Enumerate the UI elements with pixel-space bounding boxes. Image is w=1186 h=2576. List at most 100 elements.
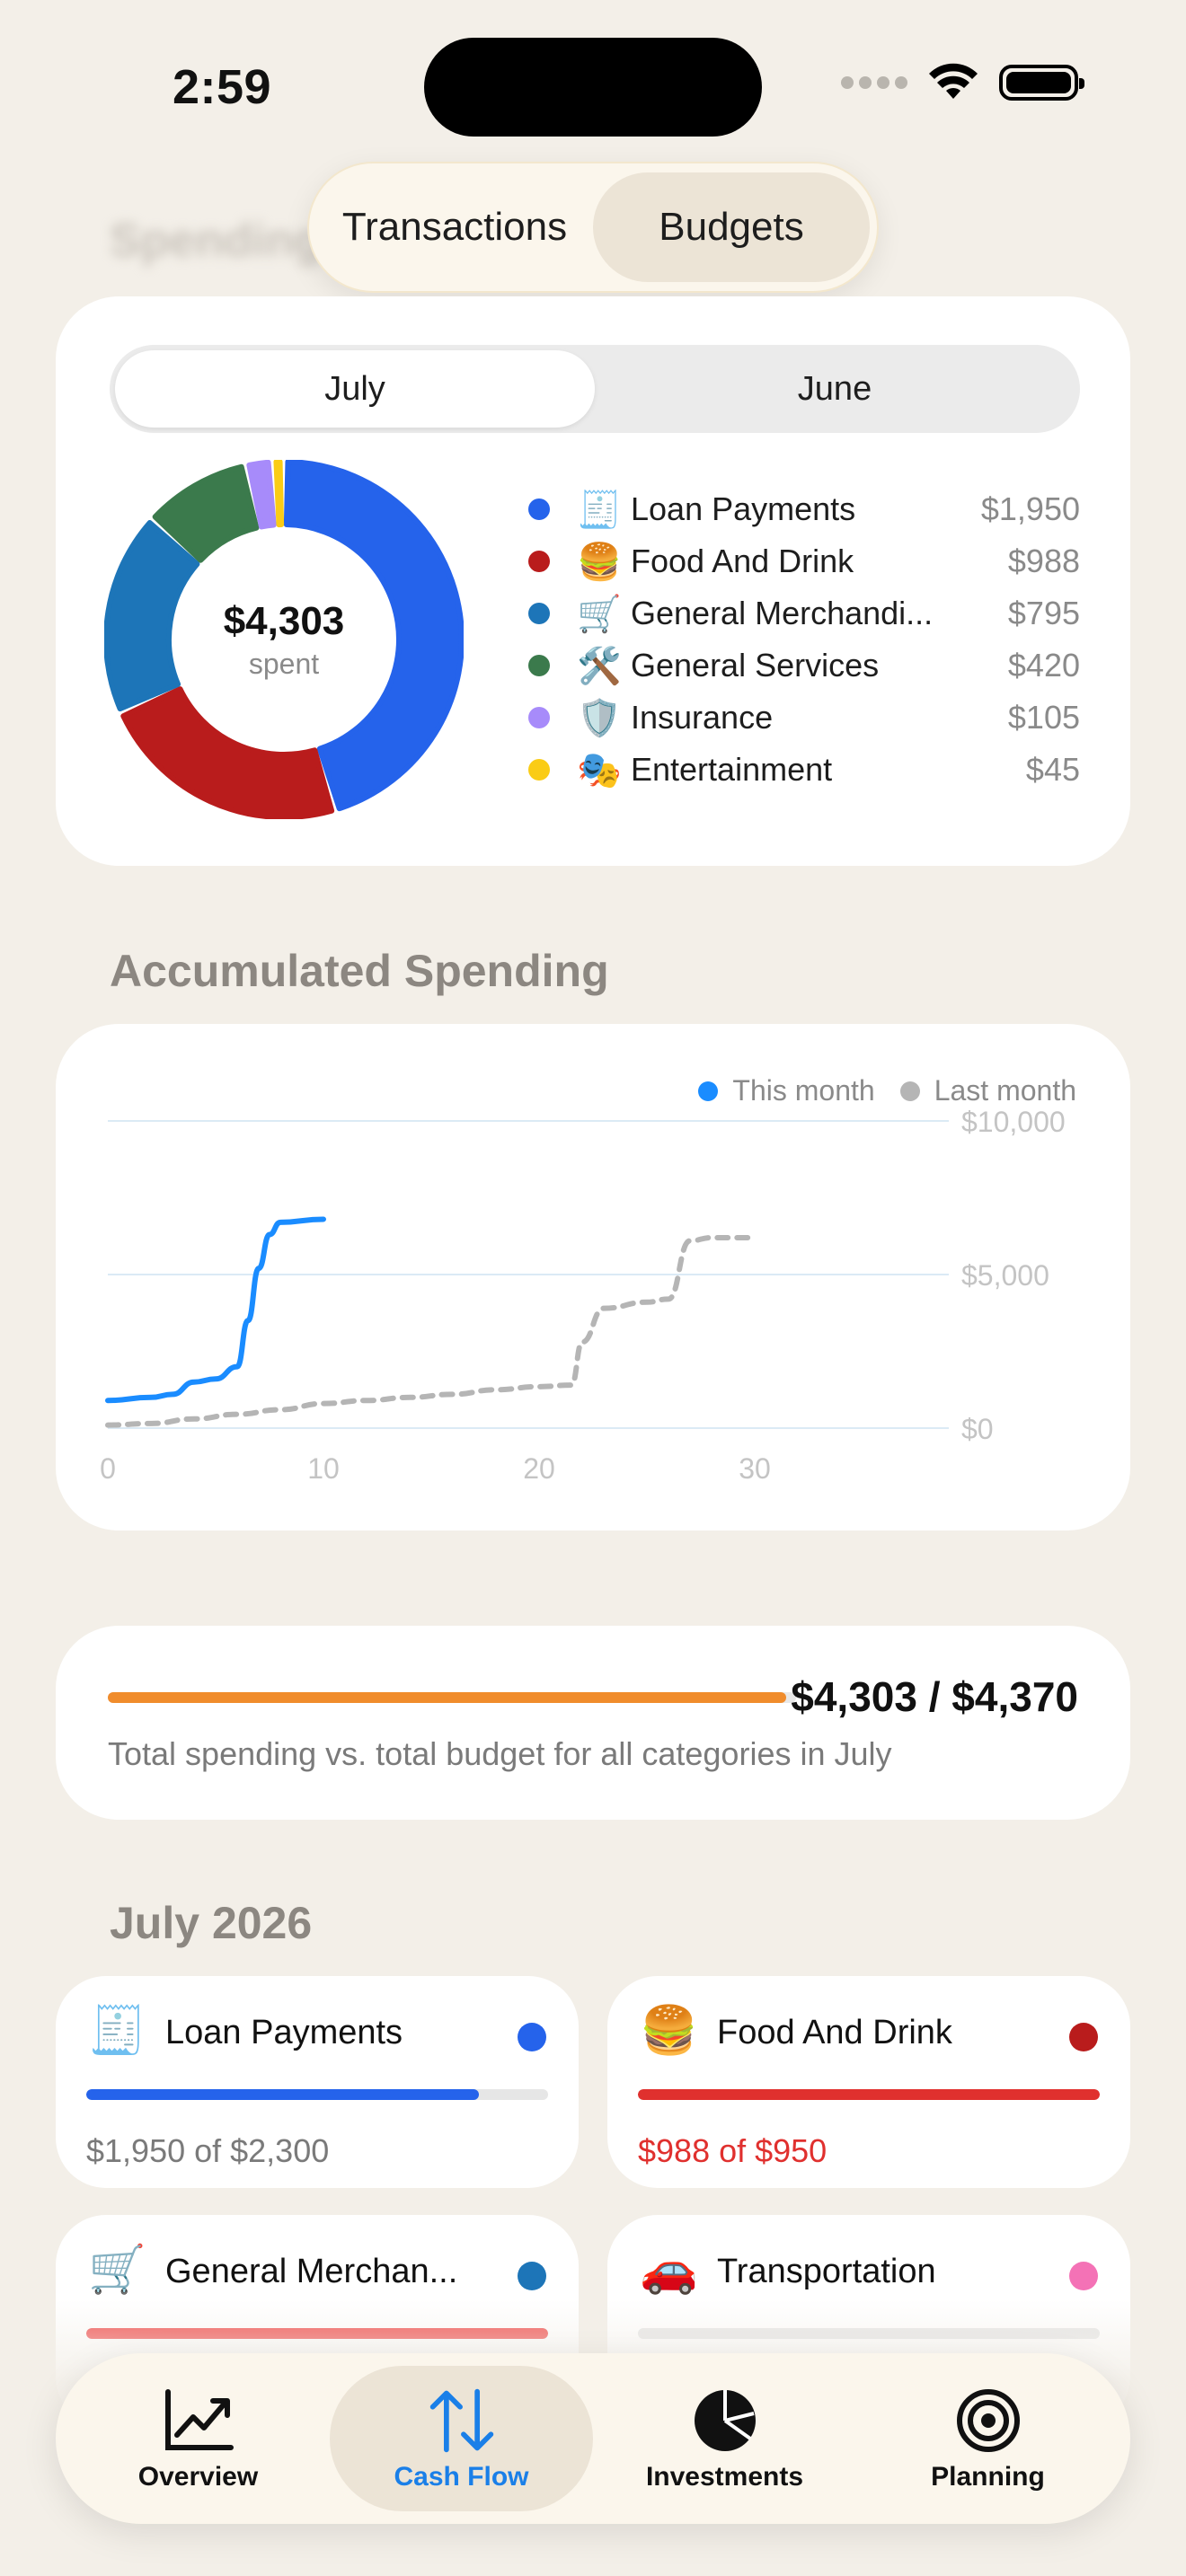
legend-row[interactable]: 🎭 Entertainment $45 bbox=[518, 744, 1080, 796]
dynamic-island bbox=[424, 38, 762, 137]
tab-cash-flow[interactable]: Cash Flow bbox=[330, 2366, 593, 2511]
category-emoji-icon: 🧾 bbox=[577, 490, 622, 530]
legend-dot-this-month bbox=[698, 1081, 719, 1101]
category-color-dot bbox=[1069, 2262, 1098, 2290]
legend-color-dot bbox=[528, 655, 550, 676]
legend-row[interactable]: 🛠️ General Services $420 bbox=[518, 640, 1080, 692]
period-title: July 2026 bbox=[110, 1898, 313, 1948]
category-card-food-and-drink[interactable]: 🍔 Food And Drink $988 of $950 bbox=[607, 1976, 1130, 2188]
wifi-icon bbox=[929, 63, 978, 99]
accumulated-spending-card: $10,000 $5,000 $0 0 10 20 30 This month Last m… bbox=[56, 1024, 1130, 1531]
status-icons bbox=[841, 63, 1084, 102]
y-tick-label: $0 bbox=[961, 1413, 994, 1445]
category-emoji-icon: 🛠️ bbox=[577, 646, 622, 686]
category-emoji-icon: 🛡️ bbox=[577, 698, 622, 738]
chart-line-icon bbox=[163, 2385, 235, 2457]
total-budget-card[interactable]: $4,303 / $4,370 Total spending vs. total… bbox=[56, 1626, 1130, 1820]
tab-label: Planning bbox=[931, 2462, 1045, 2492]
donut-slice[interactable] bbox=[120, 686, 335, 819]
tab-label: Investments bbox=[645, 2462, 804, 2492]
scrolled-heading: Spending bbox=[110, 215, 323, 267]
category-color-dot bbox=[1069, 2023, 1098, 2051]
legend-last-month: Last month bbox=[899, 1074, 1076, 1107]
x-tick-label: 30 bbox=[739, 1452, 771, 1485]
target-icon bbox=[952, 2385, 1024, 2457]
category-name: Loan Payments bbox=[165, 2014, 403, 2051]
legend-color-dot bbox=[528, 759, 550, 781]
legend-label: Insurance bbox=[631, 699, 774, 736]
x-tick-label: 20 bbox=[523, 1452, 555, 1485]
series-line-last-month bbox=[105, 1234, 757, 1428]
month-segmented-control: July June bbox=[110, 345, 1080, 433]
category-progress-fill bbox=[638, 2089, 1100, 2100]
total-budget-progress-fill bbox=[108, 1692, 786, 1703]
legend-dot-last-month bbox=[899, 1081, 920, 1101]
legend-this-month: This month bbox=[698, 1074, 875, 1107]
legend-label-last-month: Last month bbox=[934, 1074, 1076, 1107]
total-budget-caption: Total spending vs. total budget for all … bbox=[108, 1735, 892, 1772]
category-card-loan-payments[interactable]: 🧾 Loan Payments $1,950 of $2,300 bbox=[56, 1976, 579, 2188]
segment-budgets[interactable]: Budgets bbox=[593, 172, 870, 282]
legend-value: $45 bbox=[1025, 751, 1080, 788]
status-time: 2:59 bbox=[173, 60, 272, 114]
tab-planning[interactable]: Planning bbox=[856, 2366, 1120, 2511]
legend-label-this-month: This month bbox=[732, 1074, 875, 1107]
accumulated-line-chart: $10,000 $5,000 $0 0 10 20 30 bbox=[100, 1106, 1066, 1485]
legend-label: Entertainment bbox=[631, 751, 833, 788]
donut-slice[interactable] bbox=[283, 460, 464, 812]
tab-overview[interactable]: Overview bbox=[66, 2366, 330, 2511]
tab-investments[interactable]: Investments bbox=[593, 2366, 856, 2511]
donut-slice[interactable] bbox=[152, 463, 260, 563]
series-line-this-month bbox=[105, 1216, 326, 1404]
legend-color-dot bbox=[528, 603, 550, 624]
legend-label: General Services bbox=[631, 647, 880, 684]
cellular-signal-icon bbox=[841, 76, 907, 89]
legend-color-dot bbox=[528, 707, 550, 728]
spending-donut-chart[interactable] bbox=[104, 460, 464, 819]
donut-slice[interactable] bbox=[273, 460, 285, 528]
donut-slice[interactable] bbox=[246, 460, 277, 530]
legend-row[interactable]: 🧾 Loan Payments $1,950 bbox=[518, 483, 1080, 535]
legend-value: $1,950 bbox=[980, 490, 1080, 527]
segment-july[interactable]: July bbox=[115, 350, 595, 428]
legend-value: $988 bbox=[1007, 543, 1080, 579]
category-progress bbox=[86, 2089, 548, 2100]
burger-icon: 🍔 bbox=[640, 2005, 698, 2057]
segment-transactions[interactable]: Transactions bbox=[341, 205, 568, 249]
legend-value: $420 bbox=[1007, 647, 1080, 684]
donut-slice[interactable] bbox=[104, 520, 200, 712]
legend-label: Loan Payments bbox=[631, 490, 856, 527]
legend-color-dot bbox=[528, 551, 550, 572]
receipt-icon: 🧾 bbox=[88, 2005, 146, 2057]
spending-summary-card: July June $4,303 spent 🧾 Loan Payments $1,… bbox=[56, 296, 1130, 866]
legend-row[interactable]: 🛡️ Insurance $105 bbox=[518, 692, 1080, 744]
legend-label: Food And Drink bbox=[631, 543, 854, 579]
legend-row[interactable]: 🍔 Food And Drink $988 bbox=[518, 535, 1080, 587]
battery-icon bbox=[999, 65, 1084, 101]
category-amount: $988 of $950 bbox=[638, 2132, 828, 2169]
arrows-up-down-icon bbox=[426, 2385, 498, 2457]
tab-label: Cash Flow bbox=[394, 2462, 529, 2492]
legend-color-dot bbox=[528, 498, 550, 520]
pie-chart-icon bbox=[689, 2385, 761, 2457]
x-tick-label: 10 bbox=[307, 1452, 340, 1485]
category-color-dot bbox=[518, 2023, 546, 2051]
category-progress bbox=[638, 2089, 1100, 2100]
legend-value: $795 bbox=[1007, 595, 1080, 631]
category-name: Food And Drink bbox=[717, 2014, 952, 2051]
legend-row[interactable]: 🛒 General Merchandi... $795 bbox=[518, 587, 1080, 640]
tab-label: Overview bbox=[137, 2462, 259, 2492]
x-tick-label: 0 bbox=[100, 1452, 116, 1485]
view-segmented-control: Transactions Budgets bbox=[307, 162, 879, 293]
tab-bar: Overview Cash Flow Investments Planning bbox=[56, 2353, 1130, 2524]
accumulated-spending-title: Accumulated Spending bbox=[110, 946, 609, 996]
y-tick-label: $5,000 bbox=[961, 1259, 1049, 1292]
category-progress-fill bbox=[86, 2089, 479, 2100]
total-budget-amount: $4,303 / $4,370 bbox=[791, 1673, 1078, 1720]
donut-legend: 🧾 Loan Payments $1,950 🍔 Food And Drink $988 🛒… bbox=[518, 483, 1080, 796]
category-color-dot bbox=[518, 2262, 546, 2290]
car-icon: 🚗 bbox=[640, 2244, 698, 2296]
segment-june[interactable]: June bbox=[797, 369, 872, 408]
category-name: Transportation bbox=[717, 2253, 936, 2290]
legend-label: General Merchandi... bbox=[631, 595, 934, 631]
